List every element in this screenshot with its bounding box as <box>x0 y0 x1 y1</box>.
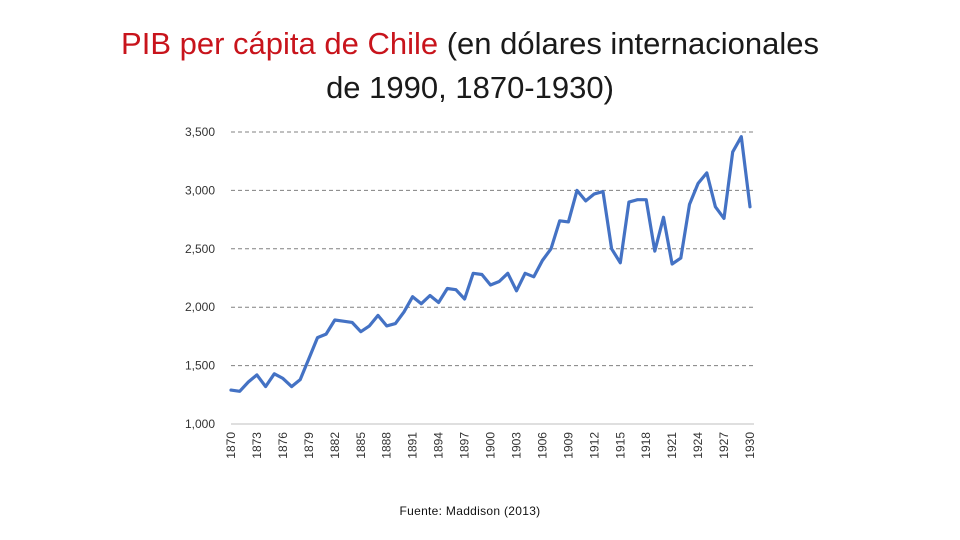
chart-title: PIB per cápita de Chile (en dólares inte… <box>0 22 940 110</box>
y-tick-label: 1,000 <box>185 417 215 431</box>
x-tick-label: 1885 <box>354 432 368 459</box>
x-tick-label: 1882 <box>328 432 342 459</box>
x-tick-label: 1921 <box>665 432 679 459</box>
x-tick-label: 1930 <box>743 432 757 459</box>
x-tick-label: 1915 <box>613 432 627 459</box>
y-tick-label: 2,500 <box>185 242 215 256</box>
y-tick-label: 2,000 <box>185 300 215 314</box>
title-highlight: PIB per cápita de Chile <box>121 26 439 61</box>
x-tick-label: 1879 <box>302 432 316 459</box>
x-tick-label: 1897 <box>458 432 472 459</box>
y-tick-label: 3,000 <box>185 183 215 197</box>
x-tick-label: 1894 <box>432 432 446 459</box>
x-tick-label: 1912 <box>587 432 601 459</box>
x-tick-label: 1900 <box>484 432 498 459</box>
x-tick-label: 1891 <box>406 432 420 459</box>
x-tick-label: 1927 <box>717 432 731 459</box>
x-tick-label: 1903 <box>509 432 523 459</box>
x-tick-label: 1918 <box>639 432 653 459</box>
x-tick-label: 1876 <box>276 432 290 459</box>
title-rest: (en dólares internacionales <box>438 26 819 61</box>
x-tick-label: 1888 <box>380 432 394 459</box>
x-tick-label: 1873 <box>250 432 264 459</box>
title-line2: de 1990, 1870-1930) <box>326 70 614 105</box>
x-tick-label: 1870 <box>224 432 238 459</box>
y-tick-label: 3,500 <box>185 125 215 139</box>
x-tick-label: 1909 <box>561 432 575 459</box>
source-note: Fuente: Maddison (2013) <box>399 504 541 518</box>
x-tick-label: 1924 <box>691 432 705 459</box>
series-line <box>229 135 752 393</box>
y-tick-label: 1,500 <box>185 359 215 373</box>
x-tick-label: 1906 <box>535 432 549 459</box>
